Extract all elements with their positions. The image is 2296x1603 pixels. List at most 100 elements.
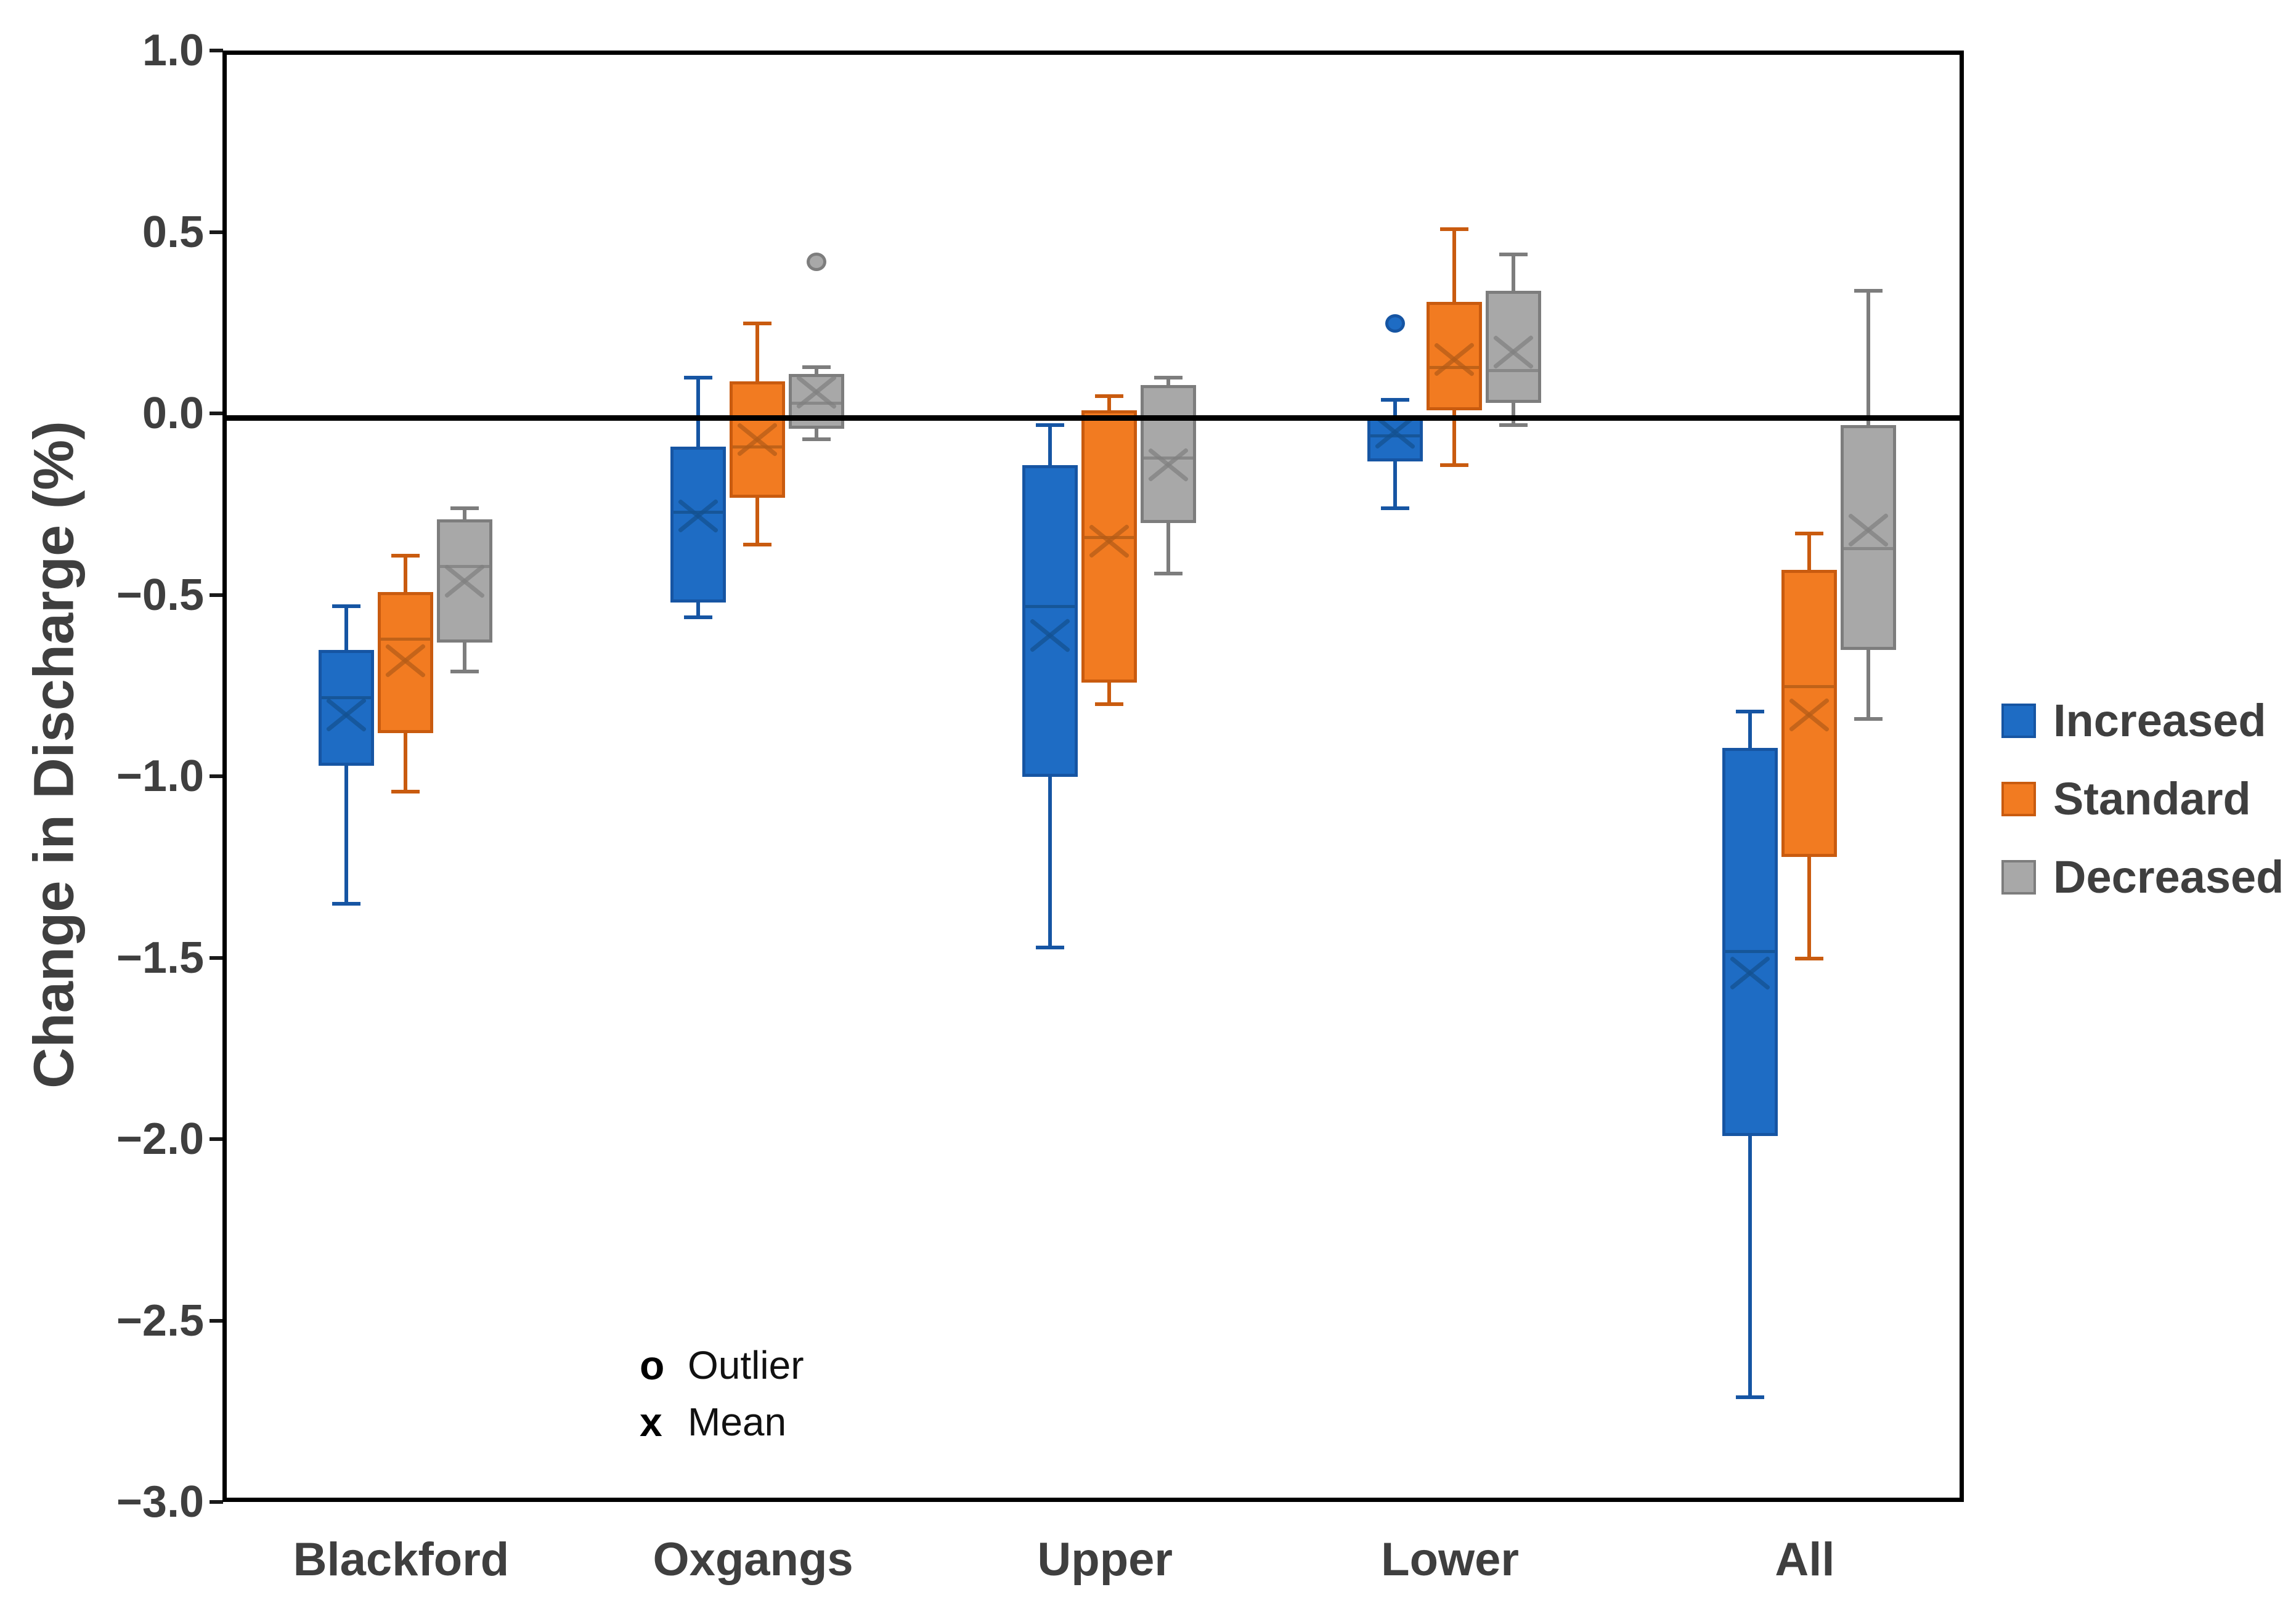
y-tick-label: 0.5 (142, 207, 204, 257)
y-tick-mark (210, 1500, 223, 1504)
legend-label: Standard (2053, 773, 2251, 824)
outlier-key-label: Outlier (688, 1343, 804, 1387)
box-whisker-cap (1154, 376, 1183, 380)
y-tick-label: −0.5 (116, 570, 204, 620)
median-line (1025, 605, 1075, 609)
y-tick-mark (210, 1318, 223, 1323)
y-tick-mark (210, 593, 223, 597)
y-tick-mark (210, 1137, 223, 1141)
legend-item: Decreased (2001, 838, 2284, 916)
mean-x-icon (1788, 698, 1830, 733)
y-tick-label: −1.0 (116, 752, 204, 801)
mean-key-label: Mean (688, 1400, 787, 1444)
zero-line (227, 415, 1960, 421)
box-whisker-cap (743, 321, 772, 325)
outlier-key-row: o Outlier (640, 1337, 804, 1394)
box-whisker-cap (1381, 506, 1410, 511)
mean-x-icon (1847, 513, 1889, 548)
box-rect (1722, 747, 1778, 1137)
y-tick-label: −3.0 (116, 1477, 204, 1527)
box-whisker-cap (802, 365, 831, 369)
box-whisker-cap (1854, 716, 1883, 721)
box-rect (670, 447, 727, 603)
box-whisker-cap (1854, 288, 1883, 293)
y-tick-mark (210, 230, 223, 234)
median-line (1725, 949, 1775, 953)
y-tick-label: −1.5 (116, 933, 204, 983)
legend-item: Standard (2001, 760, 2284, 838)
mean-x-icon (677, 498, 719, 533)
x-category-label: Oxgangs (653, 1533, 853, 1586)
box-whisker-cap (1735, 710, 1764, 714)
mean-x-icon (325, 698, 367, 733)
mean-x-icon (1729, 956, 1771, 990)
median-line (1784, 684, 1834, 688)
box-whisker-cap (1794, 532, 1823, 536)
box-whisker-cap (1499, 423, 1528, 427)
box-whisker-cap (332, 902, 360, 906)
outlier-marker-icon: o (640, 1342, 665, 1388)
box-whisker-cap (1095, 394, 1124, 398)
outlier-dot (1385, 314, 1406, 333)
legend-label: Decreased (2053, 851, 2284, 903)
box-whisker-cap (450, 506, 479, 511)
mean-x-icon (444, 564, 486, 598)
median-line (733, 445, 783, 449)
box-whisker-cap (1381, 397, 1410, 402)
box-whisker-cap (1095, 702, 1124, 707)
mean-x-icon (385, 643, 426, 678)
x-category-label: Blackford (293, 1533, 510, 1586)
mean-key-row: x Mean (640, 1394, 804, 1450)
box-whisker-cap (332, 604, 360, 609)
mean-x-icon (736, 422, 778, 457)
median-line (1843, 547, 1893, 551)
box-rect (1081, 410, 1138, 683)
mean-x-icon (1148, 447, 1189, 482)
box-whisker-cap (391, 789, 420, 793)
y-tick-mark (210, 956, 223, 960)
median-line (1144, 456, 1194, 460)
box-whisker-cap (391, 553, 420, 558)
y-tick-label: −2.0 (116, 1114, 204, 1164)
y-tick-mark (210, 49, 223, 52)
plot-area (222, 51, 1964, 1502)
box-whisker-cap (684, 615, 713, 619)
median-line (1489, 369, 1539, 373)
box-whisker-cap (1154, 572, 1183, 576)
median-line (792, 402, 842, 405)
box-whisker-cap (450, 670, 479, 674)
box-rect (1840, 424, 1896, 650)
box-whisker-cap (1036, 945, 1065, 949)
legend-swatch (2001, 703, 2036, 738)
box-whisker-cap (1499, 252, 1528, 256)
legend: Increased Standard Decreased (2001, 681, 2284, 916)
box-whisker-cap (1036, 423, 1065, 427)
box-whisker-cap (684, 376, 713, 380)
box-whisker-cap (802, 437, 831, 442)
marker-key: o Outlier x Mean (640, 1337, 804, 1450)
median-line (321, 696, 371, 699)
mean-x-icon (796, 375, 837, 410)
median-line (380, 638, 430, 641)
legend-swatch (2001, 859, 2036, 895)
y-tick-label: 1.0 (142, 26, 204, 75)
outlier-dot (807, 252, 827, 271)
y-tick-mark (210, 774, 223, 778)
legend-item: Increased (2001, 681, 2284, 760)
y-tick-label: −2.5 (116, 1296, 204, 1345)
mean-x-icon (1030, 618, 1071, 653)
legend-swatch (2001, 781, 2036, 816)
box-rect (1486, 290, 1542, 404)
mean-x-icon (1433, 343, 1475, 377)
box-whisker-cap (1440, 227, 1469, 231)
y-tick-label: 0.0 (142, 389, 204, 438)
box-whisker-cap (743, 543, 772, 547)
median-line (1430, 365, 1480, 369)
mean-x-icon (1089, 524, 1130, 558)
box-whisker-cap (1440, 463, 1469, 467)
box-rect (1141, 384, 1197, 523)
median-line (439, 565, 489, 569)
mean-marker-icon: x (640, 1399, 662, 1445)
x-category-label: Upper (1037, 1533, 1173, 1586)
